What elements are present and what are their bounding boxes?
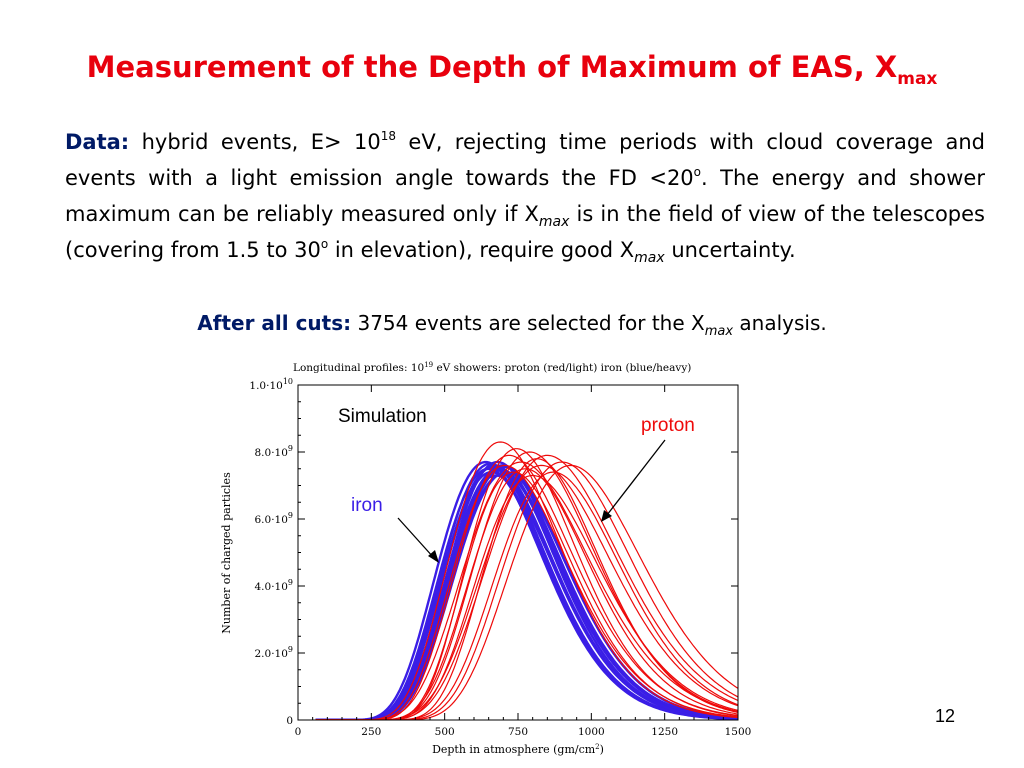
proton-profile-curve (315, 458, 738, 720)
slide-title: Measurement of the Depth of Maximum of E… (0, 50, 1024, 89)
cuts-text-1: 3754 events are selected for the X (351, 311, 705, 335)
proton-profile-curve (315, 448, 738, 720)
para-sup-1: 18 (380, 129, 396, 143)
x-tick-label: 250 (361, 726, 381, 738)
chart-title: Longitudinal profiles: 1019 eV showers: … (293, 361, 691, 374)
x-axis-label: Depth in atmosphere (gm/cm2) (432, 743, 604, 756)
axis-ticks: 0 250 500 750 1000 1250 1500 0 2.0·109​ 4.0·109​ 6… (249, 377, 751, 738)
x-tick-label: 1500 (725, 726, 752, 738)
para-text-5: in elevation), require good X (328, 238, 635, 262)
para-text-4: is in the field of view of the telescope… (65, 202, 985, 262)
x-tick-label: 500 (435, 726, 455, 738)
page-number: 12 (935, 706, 956, 726)
x-tick-label: 1000 (578, 726, 605, 738)
proton-profile-curve (315, 471, 738, 720)
iron-label: iron (351, 495, 383, 516)
x-tick-label: 1250 (651, 726, 678, 738)
title-text: Measurement of the Depth of Maximum of E… (86, 50, 898, 84)
x-tick-label: 750 (508, 726, 528, 738)
y-axis-label: Number of charged particles (220, 472, 233, 634)
cuts-label: After all cuts: (197, 311, 352, 335)
para-sup-3: o (320, 237, 329, 251)
y-tick-label: 0 (286, 715, 293, 727)
y-tick-label: 8.0·109​ (255, 444, 294, 459)
cuts-subscript: max (704, 324, 734, 339)
proton-profile-curve (315, 461, 738, 720)
cuts-text-2: analysis. (733, 311, 827, 335)
x-tick-label: 0 (295, 726, 302, 738)
para-sup-2: o (693, 165, 702, 179)
y-tick-label: 2.0·109​ (255, 645, 294, 660)
proton-label: proton (641, 415, 695, 436)
y-tick-label: 6.0·109​ (255, 511, 294, 526)
title-subscript: max (897, 69, 938, 89)
y-tick-label: 4.0·109​ (255, 578, 294, 593)
proton-profile-curve (315, 464, 738, 720)
profile-curves (315, 441, 738, 720)
para-text-1: hybrid events, E> 10 (129, 130, 381, 154)
para-text-6: uncertainty. (664, 238, 796, 262)
iron-arrow (397, 517, 439, 563)
data-paragraph: Data: hybrid events, E> 1018 eV, rejecti… (65, 124, 985, 268)
para-sub-1: max (538, 214, 570, 230)
para-text-2: eV, rejecting time periods with cloud co… (65, 130, 985, 190)
data-label: Data: (65, 130, 130, 154)
cuts-line: After all cuts: 3754 events are selected… (0, 311, 1024, 338)
y-tick-label: 1.0·1010​ (249, 377, 293, 392)
para-text-3: . The energy and shower maximum can be r… (65, 166, 985, 226)
simulation-label: Simulation (338, 406, 427, 427)
proton-arrow (601, 439, 666, 522)
para-sub-2: max (634, 250, 665, 266)
